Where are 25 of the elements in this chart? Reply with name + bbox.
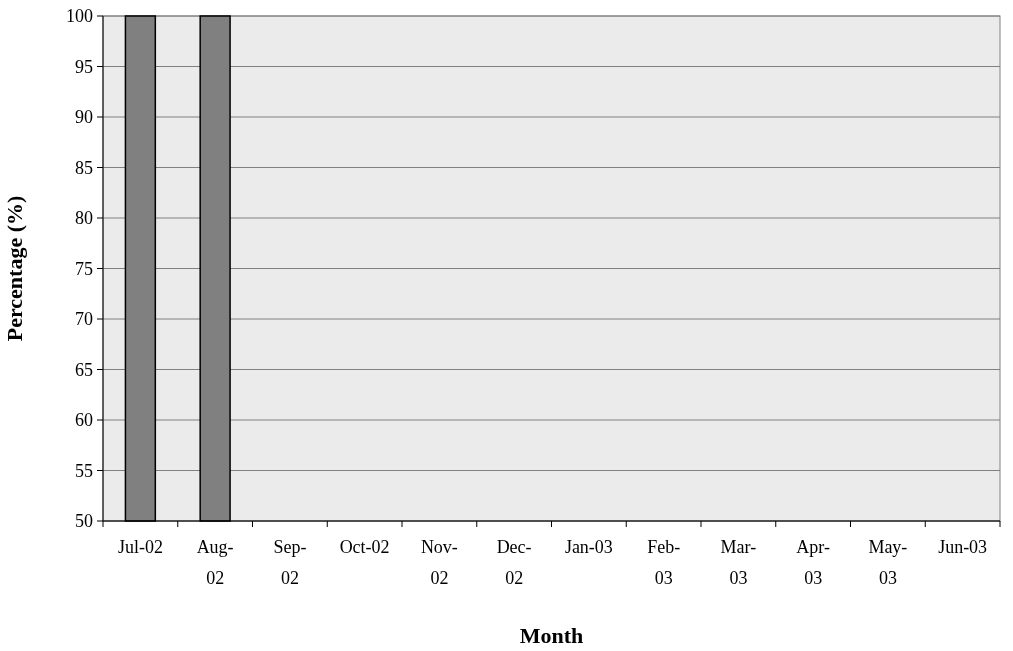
y-tick-label: 80 xyxy=(75,208,93,229)
y-tick-label: 100 xyxy=(66,6,93,27)
x-tick-label: Apr-03 xyxy=(796,537,830,588)
y-axis-title: Percentage (%) xyxy=(2,195,27,342)
y-tick-label: 65 xyxy=(75,359,93,380)
x-tick-label: May-03 xyxy=(868,537,908,588)
y-tick-label: 85 xyxy=(75,157,93,178)
y-tick-label: 55 xyxy=(75,460,93,481)
x-tick-label: Sep-02 xyxy=(273,537,307,588)
x-tick-label: Mar-03 xyxy=(720,537,757,588)
x-tick-label: Jan-03 xyxy=(564,537,613,557)
x-tick-label: Feb-03 xyxy=(647,537,681,588)
y-tick-label: 95 xyxy=(75,56,93,77)
y-tick-label: 70 xyxy=(75,309,93,330)
x-tick-label: Nov-02 xyxy=(420,537,458,588)
y-tick-label: 90 xyxy=(75,107,93,128)
y-tick-label: 75 xyxy=(75,258,93,279)
x-tick-label: Oct-02 xyxy=(339,537,390,557)
x-tick-label: Dec-02 xyxy=(496,537,532,588)
x-tick-label: Aug-02 xyxy=(196,537,234,588)
x-axis-title: Month xyxy=(519,623,584,648)
y-tick-label: 60 xyxy=(75,410,93,431)
x-tick-label: Jul-02 xyxy=(117,537,163,557)
x-tick-label: Jun-03 xyxy=(938,537,988,557)
y-tick-label: 50 xyxy=(75,511,93,532)
